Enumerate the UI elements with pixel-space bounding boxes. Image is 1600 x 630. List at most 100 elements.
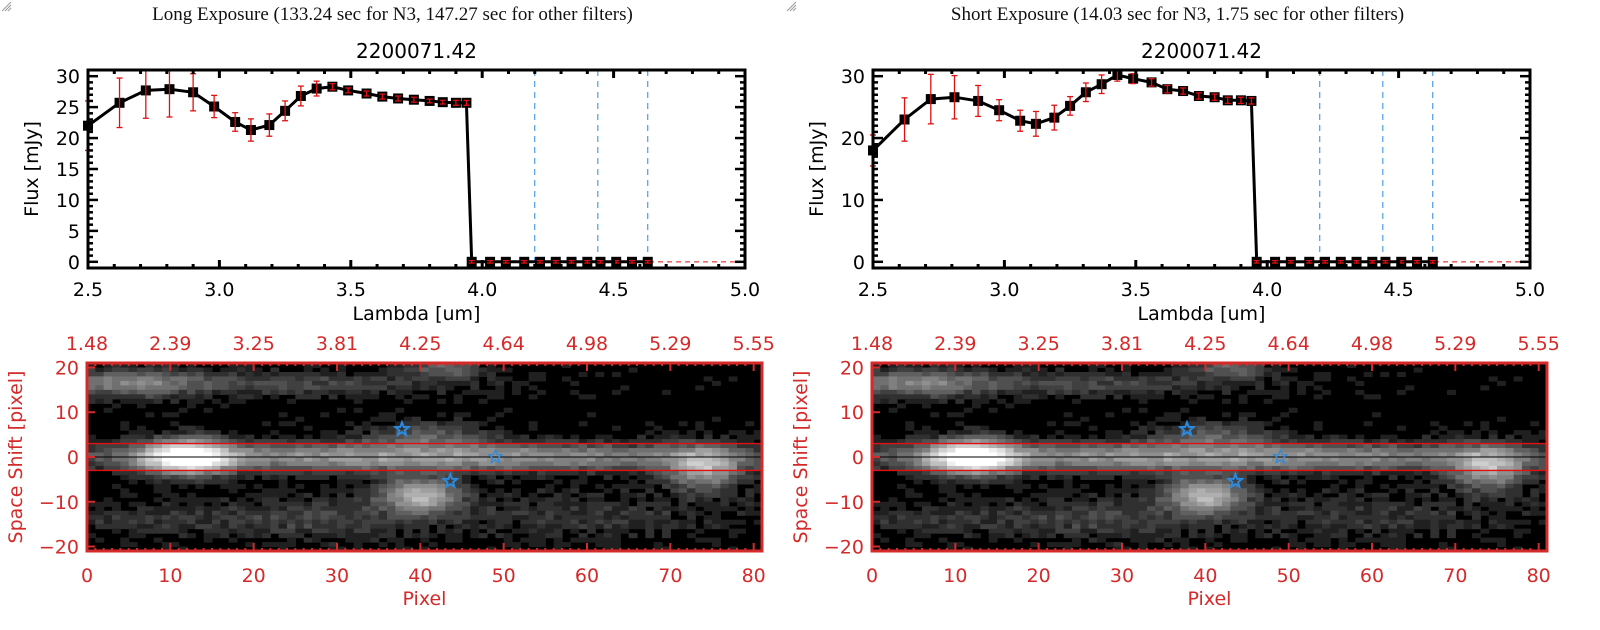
image-pixel	[353, 515, 363, 521]
image-pixel	[745, 443, 755, 449]
image-pixel	[362, 385, 371, 391]
image-pixel	[1488, 474, 1498, 480]
image-pixel	[997, 465, 1006, 472]
image-pixel	[703, 470, 713, 476]
image-pixel	[1188, 465, 1198, 472]
image-pixel	[955, 452, 965, 458]
image-pixel	[1113, 452, 1123, 458]
resize-handle-icon[interactable]	[0, 0, 12, 12]
image-pixel	[1397, 519, 1406, 525]
image-pixel	[570, 528, 580, 534]
image-pixel	[728, 497, 738, 503]
image-pixel	[1480, 474, 1490, 480]
image-pixel	[353, 394, 363, 400]
image-pixel	[578, 474, 588, 480]
image-pixel	[1388, 474, 1398, 480]
image-pixel	[370, 537, 380, 543]
image-pixel	[1063, 439, 1073, 445]
image-pixel	[913, 434, 923, 440]
image-pixel	[1313, 465, 1323, 472]
image-pixel	[1147, 533, 1156, 539]
image-pixel	[1113, 497, 1123, 503]
image-pixel	[487, 394, 496, 400]
image-pixel	[1297, 385, 1306, 391]
image-pixel	[312, 474, 321, 480]
image-pixel	[420, 533, 430, 539]
image-pixel	[1138, 457, 1148, 463]
image-pixel	[170, 501, 180, 507]
image-pixel	[1030, 367, 1040, 373]
image-pixel	[1180, 474, 1190, 480]
image-pixel	[1438, 470, 1448, 476]
image-pixel	[437, 376, 446, 382]
image-pixel	[212, 510, 221, 516]
image-pixel	[312, 452, 321, 458]
image-pixel	[1380, 457, 1390, 463]
image-pixel	[370, 416, 380, 422]
image-pixel	[437, 528, 446, 534]
image-pixel	[570, 483, 580, 489]
image-pixel	[1180, 380, 1190, 386]
image-pixel	[395, 465, 405, 472]
image-pixel	[947, 389, 956, 395]
image-pixel	[1272, 439, 1281, 445]
image-pixel	[662, 439, 671, 445]
image-pixel	[1030, 474, 1040, 480]
image-pixel	[620, 519, 630, 525]
image-pixel	[1005, 519, 1015, 525]
image-pixel	[1088, 524, 1098, 530]
image-pixel	[170, 380, 180, 386]
image-pixel	[930, 474, 940, 480]
image-pixel	[1313, 497, 1323, 503]
image-pixel	[645, 452, 655, 458]
image-pixel	[170, 542, 180, 548]
image-pixel	[487, 528, 496, 534]
image-pixel	[420, 474, 430, 480]
image-pixel	[103, 524, 113, 530]
image-pixel	[645, 461, 655, 467]
image-pixel	[972, 439, 981, 445]
image-pixel	[1097, 363, 1106, 369]
image-pixel	[212, 385, 221, 391]
image-pixel	[503, 443, 513, 449]
image-pixel	[745, 439, 755, 445]
image-pixel	[570, 434, 580, 440]
image-pixel	[1322, 528, 1331, 534]
image-pixel	[880, 515, 890, 521]
image-pixel	[95, 537, 105, 543]
image-pixel	[495, 515, 505, 521]
image-pixel	[1363, 470, 1373, 476]
image-pixel	[403, 434, 413, 440]
image-pixel	[503, 533, 513, 539]
image-pixel	[1305, 452, 1315, 458]
image-pixel	[1222, 398, 1231, 404]
image-pixel	[220, 439, 230, 445]
image-pixel	[1055, 457, 1065, 463]
image-pixel	[1405, 519, 1415, 525]
image-pixel	[353, 497, 363, 503]
image-pixel	[237, 371, 246, 378]
image-pixel	[145, 506, 155, 512]
image-pixel	[103, 407, 113, 413]
image-pixel	[1063, 528, 1073, 534]
image-pixel	[345, 443, 355, 449]
image-pixel	[1080, 470, 1090, 476]
image-pixel	[503, 537, 513, 543]
image-pixel	[1455, 524, 1465, 530]
image-pixel	[1255, 425, 1265, 431]
image-pixel	[880, 457, 890, 463]
image-pixel	[1022, 461, 1031, 467]
image-pixel	[178, 524, 188, 530]
image-pixel	[1180, 448, 1190, 454]
image-pixel	[245, 533, 255, 539]
image-pixel	[670, 479, 680, 485]
image-pixel	[1088, 443, 1098, 449]
image-pixel	[1288, 461, 1298, 467]
image-pixel	[328, 461, 338, 467]
image-pixel	[170, 528, 180, 534]
image-pixel	[1288, 407, 1298, 413]
image-pixel	[195, 497, 205, 503]
image-pixel	[703, 461, 713, 467]
image-pixel	[947, 479, 956, 485]
image-pixel	[1505, 501, 1515, 507]
